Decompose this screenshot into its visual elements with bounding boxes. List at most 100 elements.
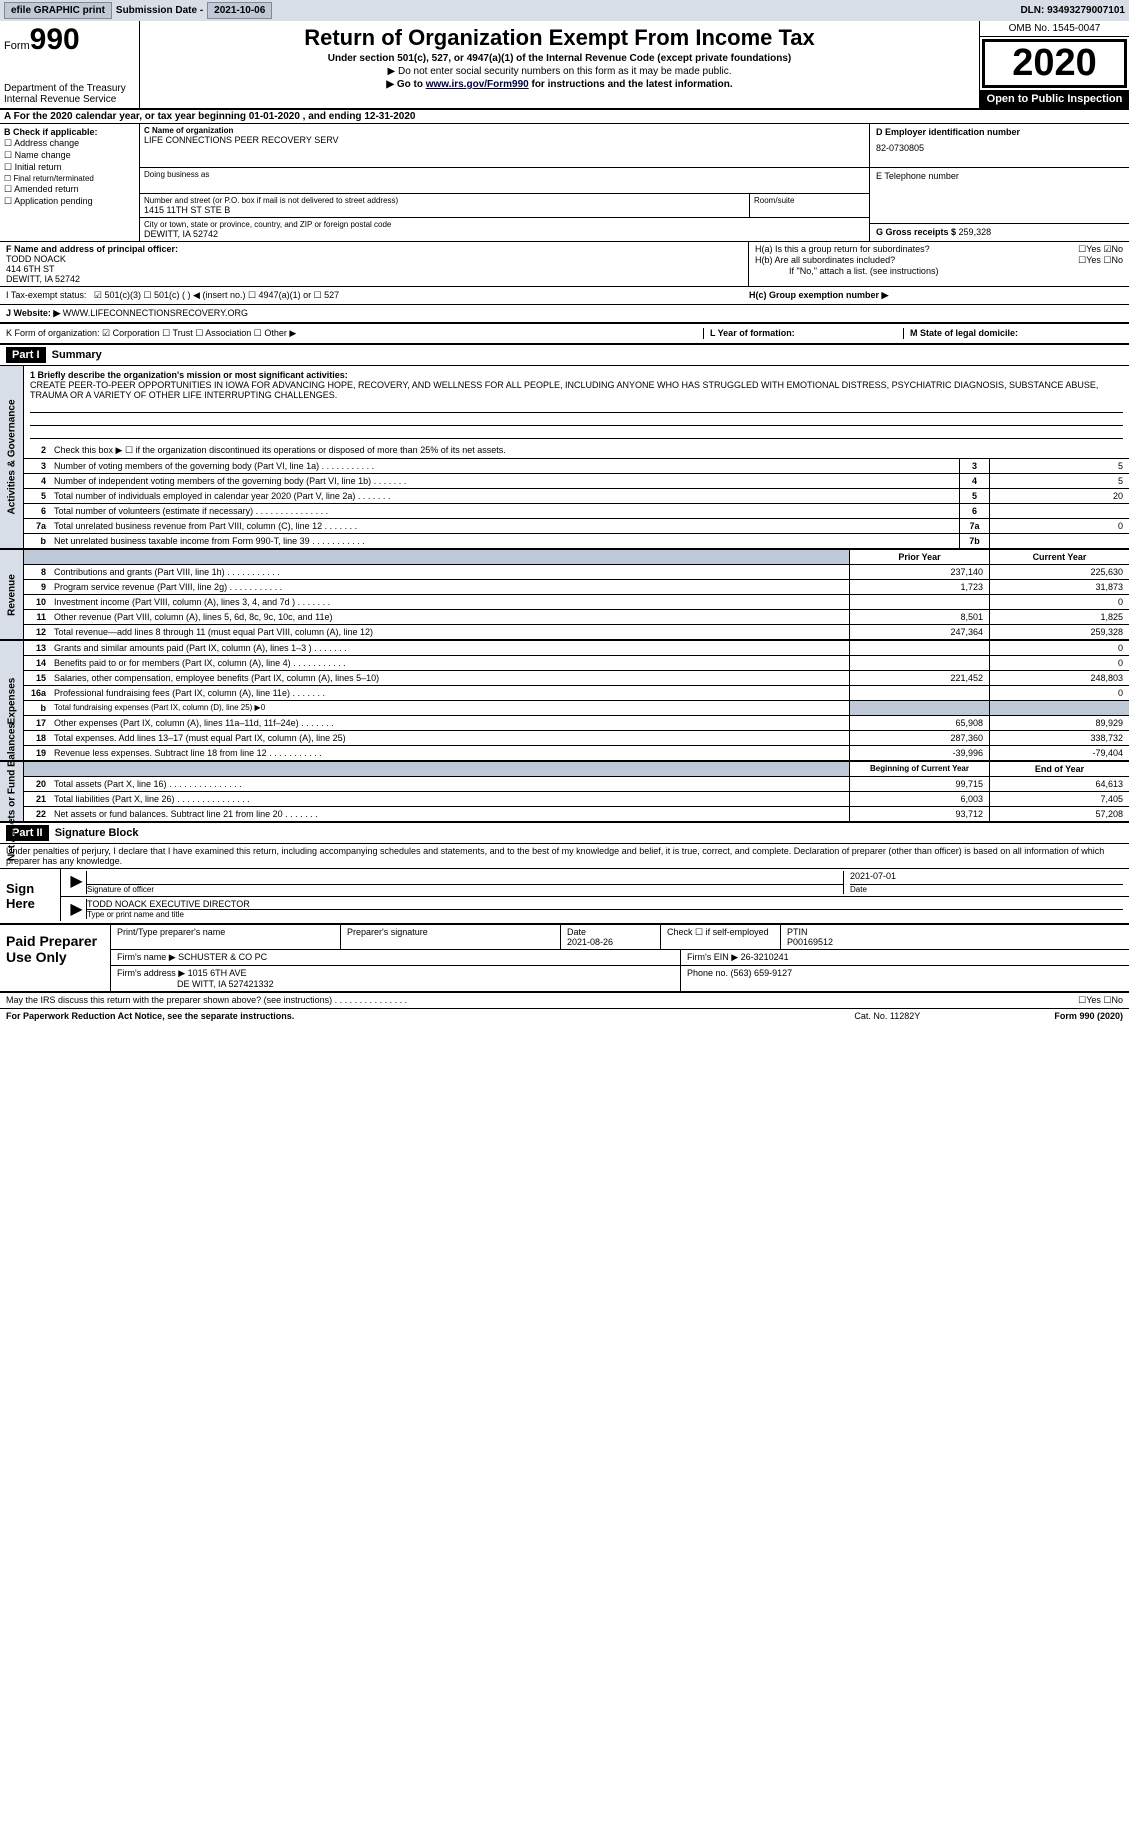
line17: Other expenses (Part IX, column (A), lin… <box>50 716 849 730</box>
prep-date: Date2021-08-26 <box>560 925 660 949</box>
ein-label: D Employer identification number <box>876 127 1123 137</box>
line7a: Total unrelated business revenue from Pa… <box>50 519 959 533</box>
net-assets-section: Net Assets or Fund Balances Beginning of… <box>0 762 1129 823</box>
line2: Check this box ▶ ☐ if the organization d… <box>50 443 1129 458</box>
line16b: Total fundraising expenses (Part IX, col… <box>50 701 849 715</box>
irs-discuss-yn[interactable]: ☐Yes ☐No <box>1078 995 1123 1006</box>
dln: DLN: 93493279007101 <box>1020 5 1125 16</box>
arrow-icon: ▶ <box>67 871 87 894</box>
org-city: DEWITT, IA 52742 <box>144 229 865 239</box>
submission-date: 2021-10-06 <box>207 2 272 19</box>
line12: Total revenue—add lines 8 through 11 (mu… <box>50 625 849 639</box>
note-ssn: ▶ Do not enter social security numbers o… <box>144 66 975 77</box>
line22: Net assets or fund balances. Subtract li… <box>50 807 849 821</box>
line5: Total number of individuals employed in … <box>50 489 959 503</box>
line3: Number of voting members of the governin… <box>50 459 959 473</box>
line15: Salaries, other compensation, employee b… <box>50 671 849 685</box>
org-address: 1415 11TH ST STE B <box>144 205 745 215</box>
note-link: ▶ Go to www.irs.gov/Form990 for instruct… <box>144 79 975 90</box>
sign-here: Sign Here <box>0 869 60 923</box>
hb-note: If "No," attach a list. (see instruction… <box>755 266 1123 276</box>
form-footer: Form 990 (2020) <box>1054 1011 1123 1021</box>
chk-initial[interactable]: ☐ Initial return <box>4 162 135 173</box>
form-header: Form990 Department of the Treasury Inter… <box>0 21 1129 110</box>
chk-final[interactable]: ☐ Final return/terminated <box>4 174 135 183</box>
form-org[interactable]: K Form of organization: ☑ Corporation ☐ … <box>6 328 703 339</box>
part2-header: Part II Signature Block <box>0 823 1129 844</box>
side-gov: Activities & Governance <box>6 399 17 514</box>
cat-no: Cat. No. 11282Y <box>854 1011 1054 1021</box>
beg-year-hdr: Beginning of Current Year <box>849 762 989 776</box>
org-name: LIFE CONNECTIONS PEER RECOVERY SERV <box>144 135 865 145</box>
row-a-taxyear: A For the 2020 calendar year, or tax yea… <box>0 110 1129 124</box>
row-website: J Website: ▶ WWW.LIFECONNECTIONSRECOVERY… <box>0 305 1129 324</box>
line18: Total expenses. Add lines 13–17 (must eq… <box>50 731 849 745</box>
activities-governance: Activities & Governance 1 Briefly descri… <box>0 366 1129 550</box>
efile-header: efile GRAPHIC print Submission Date - 20… <box>0 0 1129 21</box>
room-label: Room/suite <box>754 196 865 205</box>
officer-typed-name: TODD NOACK EXECUTIVE DIRECTOR <box>87 899 1123 910</box>
omb-number: OMB No. 1545-0047 <box>980 21 1129 37</box>
hc-label: H(c) Group exemption number ▶ <box>743 290 1123 301</box>
line4: Number of independent voting members of … <box>50 474 959 488</box>
ha-answer[interactable]: ☐Yes ☑No <box>1078 244 1123 255</box>
gross-receipts-label: G Gross receipts $ <box>876 227 959 237</box>
row-fgh: F Name and address of principal officer:… <box>0 242 1129 287</box>
line6: Total number of volunteers (estimate if … <box>50 504 959 518</box>
gross-receipts: 259,328 <box>959 227 992 237</box>
part1-header: Part I Summary <box>0 345 1129 366</box>
firm-name: Firm's name ▶ SCHUSTER & CO PC <box>110 950 680 965</box>
line16a: Professional fundraising fees (Part IX, … <box>50 686 849 700</box>
irs-discuss: May the IRS discuss this return with the… <box>6 995 1078 1006</box>
col-b-checkboxes: B Check if applicable: ☐ Address change … <box>0 124 140 241</box>
open-inspection: Open to Public Inspection <box>980 90 1129 108</box>
firm-phone: Phone no. (563) 659-9127 <box>680 966 1129 991</box>
tax-year: 2020 <box>982 39 1127 88</box>
chk-address[interactable]: ☐ Address change <box>4 138 135 149</box>
form-number: Form990 <box>4 23 135 57</box>
line13: Grants and similar amounts paid (Part IX… <box>50 641 849 655</box>
sig-officer-label: Signature of officer <box>87 885 843 894</box>
chk-amended[interactable]: ☐ Amended return <box>4 184 135 195</box>
sig-date: 2021-07-01 <box>850 871 1123 885</box>
arrow-icon: ▶ <box>67 899 87 919</box>
side-rev: Revenue <box>6 574 17 616</box>
firm-addr: Firm's address ▶ 1015 6TH AVE DE WITT, I… <box>110 966 680 991</box>
paid-preparer-label: Paid Preparer Use Only <box>0 925 110 991</box>
line14: Benefits paid to or for members (Part IX… <box>50 656 849 670</box>
current-year-hdr: Current Year <box>989 550 1129 564</box>
f-label: F Name and address of principal officer: <box>6 244 742 254</box>
line9: Program service revenue (Part VIII, line… <box>50 580 849 594</box>
addr-label: Number and street (or P.O. box if mail i… <box>144 196 745 205</box>
chk-pending[interactable]: ☐ Application pending <box>4 196 135 207</box>
tax-exempt-opts[interactable]: ☑ 501(c)(3) ☐ 501(c) ( ) ◀ (insert no.) … <box>94 290 339 300</box>
form-title: Return of Organization Exempt From Incom… <box>144 25 975 51</box>
prep-name-label: Print/Type preparer's name <box>110 925 340 949</box>
irs-link[interactable]: www.irs.gov/Form990 <box>426 79 529 90</box>
officer-addr2: DEWITT, IA 52742 <box>6 274 742 284</box>
dba-label: Doing business as <box>144 170 865 179</box>
officer-addr1: 414 6TH ST <box>6 264 742 274</box>
section-b-header: B Check if applicable: ☐ Address change … <box>0 124 1129 242</box>
submission-date-label: Submission Date - <box>116 5 203 16</box>
line8: Contributions and grants (Part VIII, lin… <box>50 565 849 579</box>
state-domicile: M State of legal domicile: <box>903 328 1123 339</box>
paid-preparer: Paid Preparer Use Only Print/Type prepar… <box>0 924 1129 993</box>
form-subtitle: Under section 501(c), 527, or 4947(a)(1)… <box>144 53 975 64</box>
chk-name[interactable]: ☐ Name change <box>4 150 135 161</box>
efile-print-btn[interactable]: efile GRAPHIC print <box>4 2 112 19</box>
website-url[interactable]: WWW.LIFECONNECTIONSRECOVERY.ORG <box>63 308 248 318</box>
prep-selfemp[interactable]: Check ☐ if self-employed <box>660 925 780 949</box>
phone-label: E Telephone number <box>876 171 1123 181</box>
revenue-section: Revenue Prior YearCurrent Year 8Contribu… <box>0 550 1129 641</box>
row-tax-exempt: I Tax-exempt status: ☑ 501(c)(3) ☐ 501(c… <box>0 287 1129 305</box>
side-na: Net Assets or Fund Balances <box>6 722 17 860</box>
date-label: Date <box>850 885 1123 894</box>
hb-answer[interactable]: ☐Yes ☐No <box>1078 255 1123 266</box>
mission-text: CREATE PEER-TO-PEER OPPORTUNITIES IN IOW… <box>30 380 1123 400</box>
sig-declaration: Under penalties of perjury, I declare th… <box>0 844 1129 869</box>
end-year-hdr: End of Year <box>989 762 1129 776</box>
firm-ein: Firm's EIN ▶ 26-3210241 <box>680 950 1129 965</box>
pra-notice: For Paperwork Reduction Act Notice, see … <box>6 1011 854 1021</box>
dept-treasury: Department of the Treasury Internal Reve… <box>4 83 135 105</box>
